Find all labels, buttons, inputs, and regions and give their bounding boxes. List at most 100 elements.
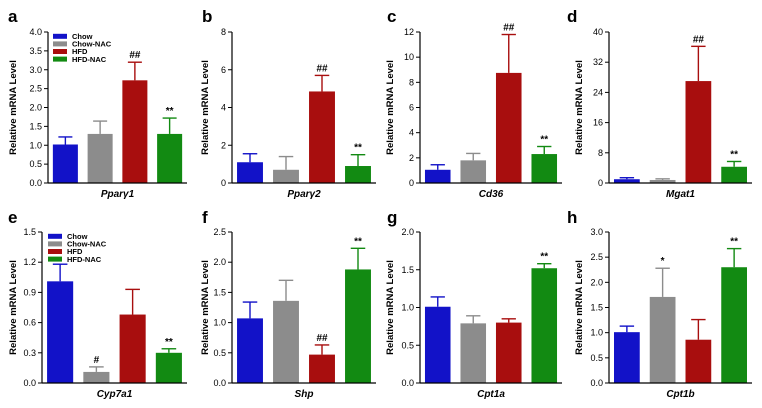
y-tick-label-a-6: 3.0	[29, 65, 42, 75]
legend-swatch-e-hfd	[48, 249, 62, 254]
y-tick-label-f-5: 2.5	[213, 227, 226, 237]
bar-h-hfd-nac	[721, 267, 747, 383]
bar-a-chow-nac	[87, 133, 113, 183]
y-tick-label-f-3: 1.5	[213, 287, 226, 297]
bar-b-chow	[237, 162, 263, 183]
legend-swatch-a-chow-nac	[53, 41, 67, 47]
bar-c-hfd	[495, 72, 522, 183]
bar-f-hfd-nac	[345, 269, 371, 383]
bar-e-hfd	[119, 314, 146, 383]
x-axis-label-a: Pparγ1	[101, 189, 135, 200]
panel-letter-g: g	[387, 208, 397, 227]
y-tick-label-b-3: 6	[221, 65, 226, 75]
bar-c-hfd-nac	[531, 154, 558, 183]
y-tick-label-d-1: 8	[598, 148, 603, 158]
y-tick-label-a-4: 2.0	[29, 103, 42, 113]
y-tick-label-a-8: 4.0	[29, 27, 42, 37]
y-axis-label-b: Relative mRNA Level	[200, 60, 211, 155]
significance-a-hfd: ##	[129, 50, 141, 61]
x-axis-label-g: Cpt1a	[477, 389, 505, 400]
y-tick-label-g-4: 2.0	[401, 227, 414, 237]
y-tick-label-d-4: 32	[593, 57, 603, 67]
y-tick-label-c-1: 2	[409, 153, 414, 163]
significance-d-hfd: ##	[693, 34, 705, 45]
y-tick-label-g-0: 0.0	[401, 378, 414, 388]
y-tick-label-b-4: 8	[221, 27, 226, 37]
legend-swatch-a-hfd-nac	[53, 56, 67, 62]
y-tick-label-h-0: 0.0	[590, 378, 603, 388]
y-tick-label-d-0: 0	[598, 178, 603, 188]
y-tick-label-h-4: 2.0	[590, 277, 603, 287]
legend-swatch-e-hfd-nac	[48, 256, 62, 262]
y-tick-label-c-0: 0	[409, 178, 414, 188]
y-tick-label-a-1: 0.5	[29, 159, 42, 169]
y-tick-label-b-2: 4	[221, 103, 226, 113]
bar-e-chow	[47, 281, 74, 383]
significance-h-hfd-nac: **	[730, 237, 738, 248]
significance-c-hfd: ##	[503, 23, 515, 34]
legend-label-e-hfd: HFD	[67, 247, 83, 256]
y-tick-label-c-5: 10	[404, 52, 414, 62]
bar-b-hfd	[309, 91, 335, 183]
y-tick-label-b-0: 0	[221, 178, 226, 188]
y-tick-label-g-1: 0.5	[401, 340, 414, 350]
legend-label-e-hfd-nac: HFD-NAC	[67, 255, 102, 264]
significance-d-hfd-nac: **	[730, 149, 738, 160]
bar-a-hfd-nac	[157, 133, 183, 183]
y-tick-label-h-1: 0.5	[590, 353, 603, 363]
y-tick-label-d-5: 40	[593, 27, 603, 37]
bar-d-hfd-nac	[721, 166, 747, 183]
y-axis-label-h: Relative mRNA Level	[574, 260, 585, 355]
bar-e-chow-nac	[83, 371, 110, 383]
x-axis-label-e: Cyp7a1	[97, 389, 133, 400]
y-axis-label-g: Relative mRNA Level	[385, 260, 396, 355]
y-tick-label-e-3: 0.9	[23, 287, 36, 297]
y-tick-label-g-2: 1.0	[401, 303, 414, 313]
panel-letter-c: c	[387, 7, 396, 26]
panel-letter-b: b	[202, 7, 212, 26]
bar-a-hfd	[122, 80, 148, 183]
legend-label-a-hfd-nac: HFD-NAC	[72, 55, 107, 64]
legend-label-e-chow: Chow	[67, 232, 88, 241]
x-axis-label-d: Mgat1	[666, 189, 695, 200]
y-tick-label-h-6: 3.0	[590, 227, 603, 237]
y-tick-label-e-4: 1.2	[23, 257, 36, 267]
y-tick-label-e-0: 0.0	[23, 378, 36, 388]
x-axis-label-h: Cpt1b	[666, 389, 694, 400]
bar-a-chow	[52, 144, 78, 183]
bar-g-chow-nac	[460, 323, 487, 383]
y-tick-label-b-1: 2	[221, 140, 226, 150]
y-tick-label-h-3: 1.5	[590, 303, 603, 313]
legend-label-e-chow-nac: Chow-NAC	[67, 240, 107, 249]
bar-f-chow	[237, 318, 263, 383]
bar-e-hfd-nac	[155, 352, 182, 383]
x-axis-label-c: Cd36	[479, 189, 504, 200]
y-axis-label-f: Relative mRNA Level	[200, 260, 211, 355]
bar-g-hfd	[495, 322, 522, 383]
bar-d-chow	[614, 179, 640, 183]
legend-swatch-a-chow	[53, 33, 67, 39]
y-tick-label-a-0: 0.0	[29, 178, 42, 188]
bar-b-chow-nac	[273, 169, 299, 183]
y-axis-label-e: Relative mRNA Level	[8, 260, 19, 355]
bar-b-hfd-nac	[345, 166, 371, 183]
x-axis-label-f: Shp	[295, 389, 314, 400]
panel-letter-e: e	[8, 208, 17, 227]
y-tick-label-c-2: 4	[409, 128, 414, 138]
y-tick-label-d-3: 24	[593, 87, 603, 97]
bar-f-hfd	[309, 354, 335, 383]
y-tick-label-c-4: 8	[409, 77, 414, 87]
y-axis-label-a: Relative mRNA Level	[8, 60, 19, 155]
significance-f-hfd: ##	[316, 333, 328, 344]
y-tick-label-a-7: 3.5	[29, 46, 42, 56]
bar-h-chow-nac	[649, 296, 676, 383]
legend-label-a-chow-nac: Chow-NAC	[72, 40, 112, 49]
significance-h-chow-nac: *	[661, 256, 665, 267]
y-tick-label-a-2: 1.0	[29, 140, 42, 150]
y-tick-label-c-6: 12	[404, 27, 414, 37]
y-axis-label-d: Relative mRNA Level	[574, 60, 585, 155]
panel-letter-a: a	[8, 7, 18, 26]
significance-c-hfd-nac: **	[540, 135, 548, 146]
significance-f-hfd-nac: **	[354, 236, 362, 247]
y-tick-label-f-4: 2.0	[213, 257, 226, 267]
